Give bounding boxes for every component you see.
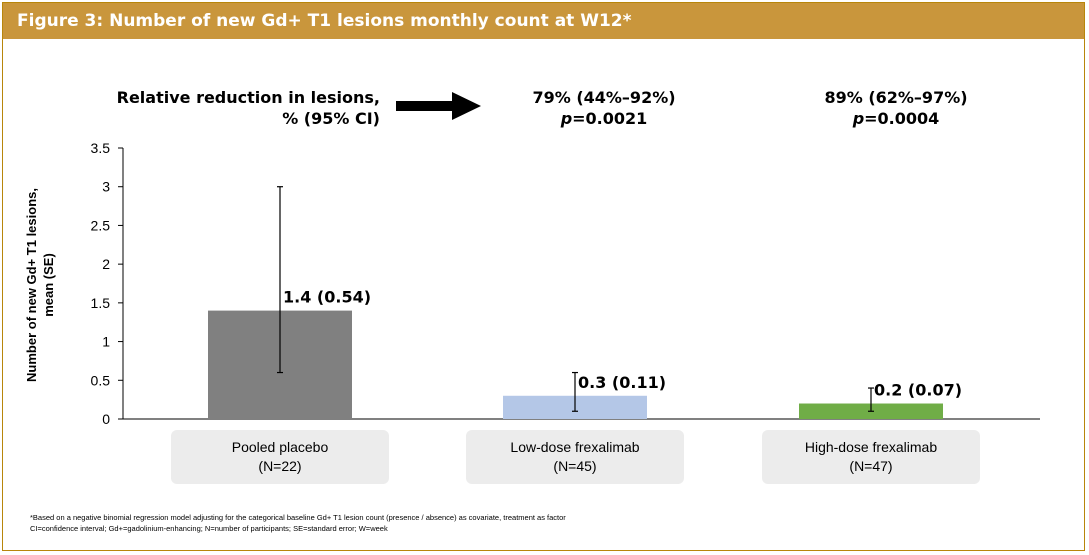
relative-reduction-label-line1: Relative reduction in lesions, xyxy=(116,88,380,107)
y-tick-label: 3 xyxy=(102,179,110,195)
footnote: *Based on a negative binomial regression… xyxy=(30,512,566,534)
high-dose-reduction-value: 89% (62%–97%) xyxy=(824,88,968,107)
low-dose-p-value: p=0.0021 xyxy=(560,109,648,128)
relative-reduction-label: Relative reduction in lesions, % (95% CI… xyxy=(80,87,380,129)
right-arrow-icon xyxy=(396,92,481,120)
footnote-line2: CI=confidence interval; Gd+=gadolinium-e… xyxy=(30,524,388,533)
y-tick-label: 3.5 xyxy=(91,140,111,156)
y-tick-label: 1.5 xyxy=(91,295,111,311)
y-tick-label: 0 xyxy=(102,411,110,427)
y-tick-label: 2 xyxy=(102,256,110,272)
data-label: 0.3 (0.11) xyxy=(578,373,666,392)
category-label-low-dose: Low-dose frexalimab (N=45) xyxy=(466,430,684,484)
figure-title: Figure 3: Number of new Gd+ T1 lesions m… xyxy=(3,3,1084,39)
low-dose-reduction-value: 79% (44%–92%) xyxy=(532,88,676,107)
y-tick-label: 0.5 xyxy=(91,372,111,388)
high-dose-reduction: 89% (62%–97%) p=0.0004 xyxy=(776,87,1016,129)
low-dose-reduction: 79% (44%–92%) p=0.0021 xyxy=(484,87,724,129)
footnote-line1: *Based on a negative binomial regression… xyxy=(30,513,566,522)
relative-reduction-label-line2: % (95% CI) xyxy=(282,109,380,128)
y-tick-label: 2.5 xyxy=(91,217,111,233)
high-dose-p-value: p=0.0004 xyxy=(852,109,940,128)
data-label: 1.4 (0.54) xyxy=(283,288,371,307)
y-tick-label: 1 xyxy=(102,334,110,350)
category-label-high-dose: High-dose frexalimab (N=47) xyxy=(762,430,980,484)
data-label: 0.2 (0.07) xyxy=(874,381,962,400)
category-label-pooled-placebo: Pooled placebo (N=22) xyxy=(171,430,389,484)
